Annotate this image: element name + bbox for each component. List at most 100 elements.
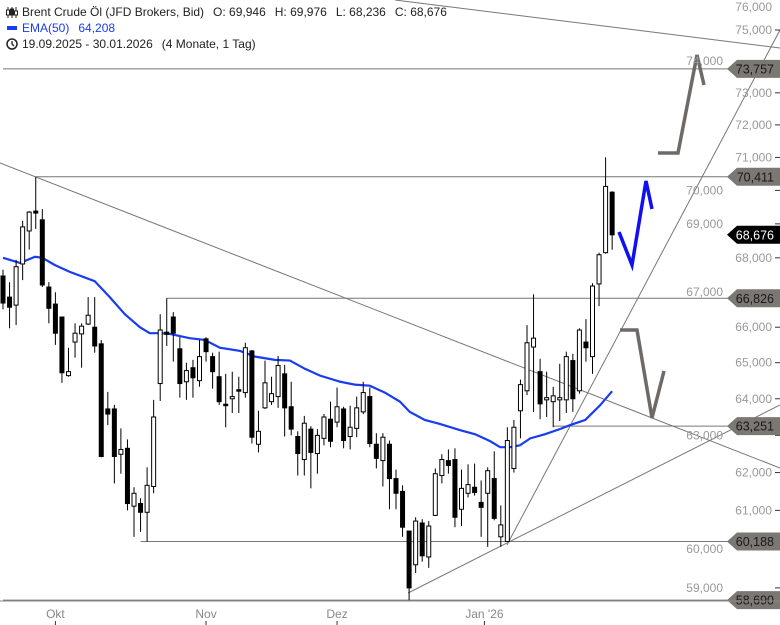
candle[interactable] bbox=[472, 463, 478, 496]
projection-gray-lower[interactable] bbox=[620, 328, 666, 419]
candle[interactable] bbox=[85, 297, 91, 326]
candle[interactable] bbox=[216, 351, 222, 405]
candle[interactable] bbox=[144, 467, 150, 542]
candle[interactable] bbox=[33, 176, 39, 229]
projection-blue[interactable] bbox=[617, 180, 654, 272]
candle[interactable] bbox=[544, 371, 550, 417]
candle[interactable] bbox=[465, 464, 471, 498]
candle[interactable] bbox=[609, 191, 615, 250]
candle[interactable] bbox=[308, 426, 314, 489]
level-price-tag[interactable]: 66,826 bbox=[727, 289, 780, 308]
candle[interactable] bbox=[111, 404, 117, 484]
candle[interactable] bbox=[393, 469, 399, 510]
candle[interactable] bbox=[210, 352, 216, 389]
candle[interactable] bbox=[524, 325, 530, 396]
candle[interactable] bbox=[550, 386, 556, 428]
candle[interactable] bbox=[7, 282, 13, 329]
candle[interactable] bbox=[413, 517, 419, 573]
candle[interactable] bbox=[236, 376, 242, 413]
candle[interactable] bbox=[229, 371, 235, 413]
candle[interactable] bbox=[485, 467, 491, 547]
candle[interactable] bbox=[583, 319, 589, 362]
candle[interactable] bbox=[380, 433, 386, 487]
candle[interactable] bbox=[255, 410, 261, 453]
candle[interactable] bbox=[138, 498, 144, 532]
candle[interactable] bbox=[531, 294, 537, 412]
candle[interactable] bbox=[347, 405, 353, 450]
candle[interactable] bbox=[157, 314, 163, 401]
candle[interactable] bbox=[72, 323, 78, 358]
candle[interactable] bbox=[301, 415, 307, 476]
candle[interactable] bbox=[367, 387, 373, 448]
trendline-descending[interactable] bbox=[0, 162, 780, 469]
candle[interactable] bbox=[328, 401, 333, 448]
candle[interactable] bbox=[190, 359, 196, 398]
candle[interactable] bbox=[170, 312, 176, 362]
candle[interactable] bbox=[197, 339, 202, 387]
ema-line[interactable] bbox=[2, 255, 613, 449]
candle[interactable] bbox=[314, 429, 320, 474]
candle[interactable] bbox=[295, 431, 301, 476]
candle[interactable] bbox=[321, 414, 327, 446]
candle[interactable] bbox=[52, 292, 58, 345]
level-price-tag[interactable]: 70,411 bbox=[727, 167, 780, 186]
candle[interactable] bbox=[491, 451, 497, 521]
line-legend-icon[interactable] bbox=[6, 26, 18, 30]
candle[interactable] bbox=[46, 282, 52, 324]
candle[interactable] bbox=[0, 269, 6, 310]
candle[interactable] bbox=[249, 349, 255, 444]
candle[interactable] bbox=[164, 298, 170, 346]
candle[interactable] bbox=[373, 433, 379, 469]
candle[interactable] bbox=[242, 342, 248, 398]
candle[interactable] bbox=[20, 220, 26, 281]
candle[interactable] bbox=[360, 381, 366, 415]
candle[interactable] bbox=[203, 337, 209, 362]
candle[interactable] bbox=[118, 428, 124, 474]
candle[interactable] bbox=[452, 448, 458, 528]
candle[interactable] bbox=[563, 351, 569, 413]
candle[interactable] bbox=[517, 379, 523, 439]
current-price-tag[interactable]: 68,676 bbox=[727, 225, 780, 244]
candle[interactable] bbox=[98, 339, 104, 458]
candlestick-icon[interactable] bbox=[6, 6, 18, 18]
candle[interactable] bbox=[26, 211, 32, 250]
candle[interactable] bbox=[406, 530, 412, 601]
candle[interactable] bbox=[511, 419, 517, 473]
candle[interactable] bbox=[426, 521, 432, 568]
candle[interactable] bbox=[183, 362, 189, 400]
candle[interactable] bbox=[151, 399, 157, 494]
candle[interactable] bbox=[386, 440, 392, 510]
candle[interactable] bbox=[432, 468, 438, 517]
projection-gray-upper[interactable] bbox=[658, 54, 706, 155]
candle[interactable] bbox=[124, 439, 130, 511]
candle[interactable] bbox=[223, 373, 229, 428]
candle[interactable] bbox=[570, 353, 576, 412]
level-price-tag[interactable]: 73,757 bbox=[727, 59, 780, 78]
trendline-upper-descending[interactable] bbox=[394, 0, 780, 49]
trendline-steep-support[interactable] bbox=[506, 29, 780, 546]
candle[interactable] bbox=[603, 157, 609, 254]
candle[interactable] bbox=[39, 209, 45, 288]
candle[interactable] bbox=[590, 283, 595, 374]
candle[interactable] bbox=[334, 387, 340, 428]
candle[interactable] bbox=[341, 406, 347, 449]
candle[interactable] bbox=[354, 396, 360, 438]
candle[interactable] bbox=[504, 427, 510, 542]
candle[interactable] bbox=[59, 316, 65, 383]
candle[interactable] bbox=[537, 358, 543, 420]
candle[interactable] bbox=[439, 454, 445, 484]
trendline-rising-support[interactable] bbox=[407, 404, 780, 594]
candle[interactable] bbox=[288, 381, 294, 436]
candle[interactable] bbox=[105, 391, 111, 426]
candle[interactable] bbox=[596, 252, 602, 307]
candle[interactable] bbox=[13, 259, 19, 326]
level-price-tag[interactable]: 58,690 bbox=[727, 591, 780, 610]
level-price-tag[interactable]: 60,188 bbox=[727, 532, 780, 551]
candle[interactable] bbox=[419, 519, 425, 562]
candle[interactable] bbox=[66, 347, 71, 377]
candle[interactable] bbox=[576, 328, 582, 394]
candle[interactable] bbox=[177, 337, 183, 398]
candle[interactable] bbox=[445, 449, 451, 474]
candle[interactable] bbox=[92, 297, 98, 353]
